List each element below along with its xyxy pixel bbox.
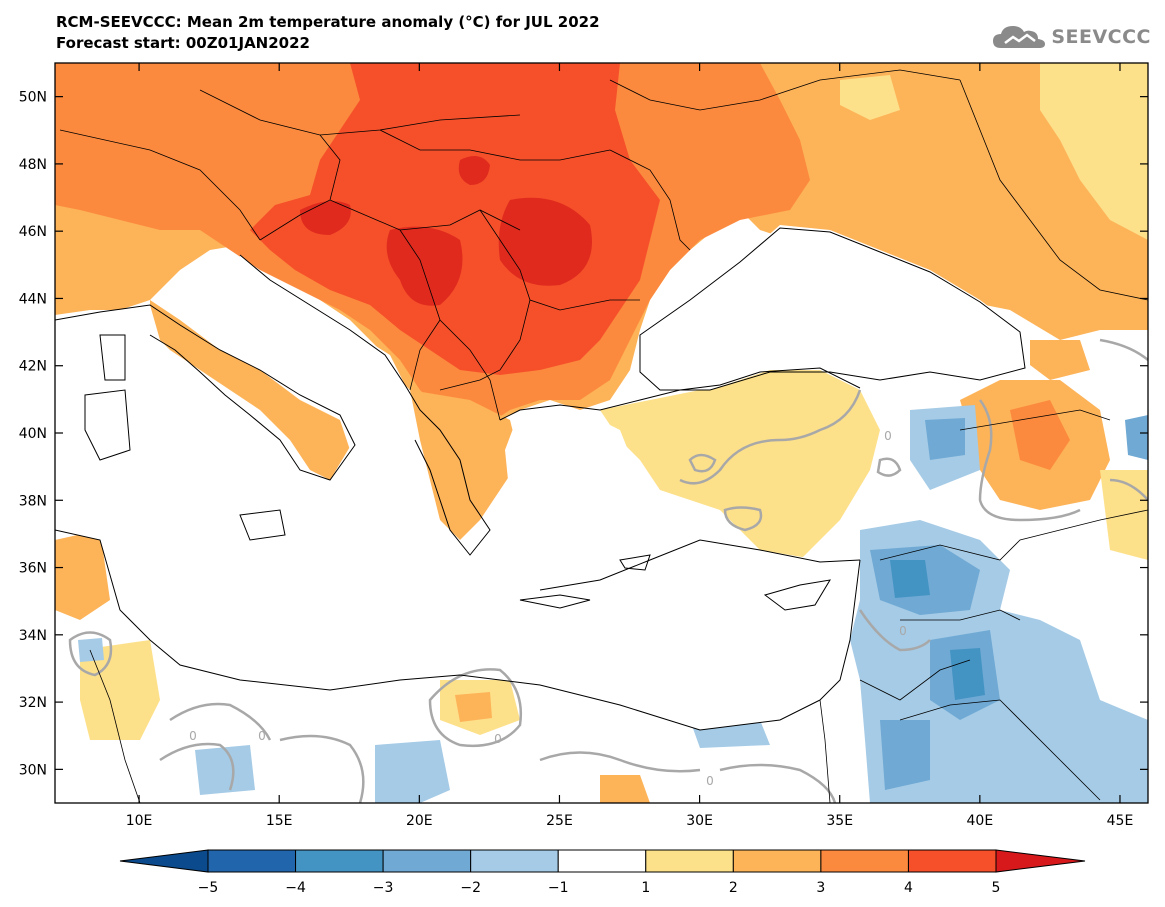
lat-tick-label: 50N xyxy=(19,90,47,106)
zero-contour-label: 0 xyxy=(258,729,266,743)
zero-contours xyxy=(68,338,1148,803)
east-turkey-anomaly-neg-peak xyxy=(925,418,965,460)
colorbar-label: 1 xyxy=(641,880,650,896)
lat-tick-label: 36N xyxy=(19,561,47,577)
tunisia-anomaly-neg xyxy=(78,638,104,662)
lat-tick-label: 48N xyxy=(19,157,47,173)
lon-tick-label: 10E xyxy=(126,813,153,829)
colorbar-label: 2 xyxy=(729,880,738,896)
aegean-sea xyxy=(505,410,640,545)
lat-tick-label: 44N xyxy=(19,291,47,307)
cloud-icon xyxy=(993,26,1046,48)
libya-anomaly-neg xyxy=(375,740,450,803)
lat-tick-label: 34N xyxy=(19,628,47,644)
libya-west-anomaly-neg xyxy=(195,745,255,795)
land-anomaly-1-2 xyxy=(1040,63,1148,240)
colorbar-label: 4 xyxy=(904,880,913,896)
libya-east-peak xyxy=(455,692,492,722)
black-sea xyxy=(640,225,1025,390)
zero-contour-labels: 0 0 0 0 0 0 xyxy=(189,429,907,788)
syria-anomaly-neg-peak xyxy=(890,560,930,598)
land-anomaly-peak xyxy=(458,156,490,185)
georgia-anomaly xyxy=(1030,340,1090,380)
lat-tick-label: 46N xyxy=(19,224,47,240)
land-anomaly-4-5 xyxy=(250,63,660,375)
zero-contour-label: 0 xyxy=(189,729,197,743)
colorbar-box xyxy=(645,849,734,873)
mediterranean-sea xyxy=(55,305,860,730)
land-anomaly-peak xyxy=(386,226,463,306)
zero-contour-label: 0 xyxy=(494,732,502,746)
zero-contour-label: 0 xyxy=(899,624,907,638)
caucasus-anomaly-peak xyxy=(1010,400,1070,470)
land-anomaly-peak xyxy=(300,201,351,235)
lon-tick-label: 35E xyxy=(826,813,853,829)
colorbar-box xyxy=(907,849,997,873)
coastlines xyxy=(55,227,1026,731)
seevccc-logo: SEEVCCC xyxy=(991,20,1151,54)
zero-contour-label: 0 xyxy=(884,429,892,443)
lat-tick-label: 32N xyxy=(19,695,47,711)
colorbar-extend-high xyxy=(995,849,1086,873)
sea-mask xyxy=(55,225,1025,730)
lat-tick-label: 38N xyxy=(19,493,47,509)
colorbar: −5 −4 −3 −2 −1 1 2 3 4 5 xyxy=(119,849,1086,896)
libya-west-anomaly xyxy=(80,640,160,740)
colorbar-label: −2 xyxy=(460,880,481,896)
caspian-anomaly-neg xyxy=(1125,415,1148,460)
colorbar-label: −1 xyxy=(548,880,569,896)
lon-tick-label: 25E xyxy=(546,813,573,829)
colorbar-box xyxy=(207,849,297,873)
colorbar-box xyxy=(557,849,647,873)
colorbar-label: 3 xyxy=(816,880,825,896)
colorbar-label: −4 xyxy=(285,880,306,896)
map-title: RCM-SEEVCCC: Mean 2m temperature anomaly… xyxy=(56,13,600,31)
colorbar-box xyxy=(732,849,822,873)
land-anomaly-peak xyxy=(498,197,592,286)
country-borders xyxy=(59,69,1148,803)
colorbar-label: −3 xyxy=(373,880,394,896)
latitude-axis: 30N 32N 34N 36N 38N 40N 42N 44N 46N 48N 50N xyxy=(19,90,1148,778)
negative-anomaly-field xyxy=(78,405,1148,803)
turkey-anomaly-1-2 xyxy=(600,370,880,560)
italy-anomaly xyxy=(150,300,350,480)
colorbar-box xyxy=(470,849,559,873)
egypt-anomaly xyxy=(600,775,650,803)
jordan-anomaly-neg-peak xyxy=(950,648,985,700)
positive-anomaly-field xyxy=(55,63,1148,803)
colorbar-box xyxy=(295,849,384,873)
lat-tick-label: 40N xyxy=(19,426,47,442)
colorbar-label: 5 xyxy=(992,880,1001,896)
land-anomaly-1-2 xyxy=(840,75,900,120)
lat-tick-label: 42N xyxy=(19,359,47,375)
map-subtitle: Forecast start: 00Z01JAN2022 xyxy=(56,34,310,52)
longitude-axis: 10E 15E 20E 25E 30E 35E 40E 45E xyxy=(126,63,1134,829)
colorbar-box xyxy=(820,849,909,873)
lon-tick-label: 20E xyxy=(406,813,433,829)
lon-tick-label: 45E xyxy=(1107,813,1134,829)
lon-tick-label: 30E xyxy=(686,813,713,829)
saudi-anomaly-neg xyxy=(880,720,930,790)
tunisia-anomaly xyxy=(55,530,110,620)
lon-tick-label: 40E xyxy=(967,813,994,829)
lat-tick-label: 30N xyxy=(19,762,47,778)
zero-contour-label: 0 xyxy=(706,774,714,788)
colorbar-box xyxy=(382,849,472,873)
lon-tick-label: 15E xyxy=(266,813,293,829)
logo-text: SEEVCCC xyxy=(1051,26,1151,48)
colorbar-extend-low xyxy=(119,849,209,873)
colorbar-label: −5 xyxy=(198,880,219,896)
adriatic-sea xyxy=(240,255,405,395)
plot-area xyxy=(55,63,1148,803)
